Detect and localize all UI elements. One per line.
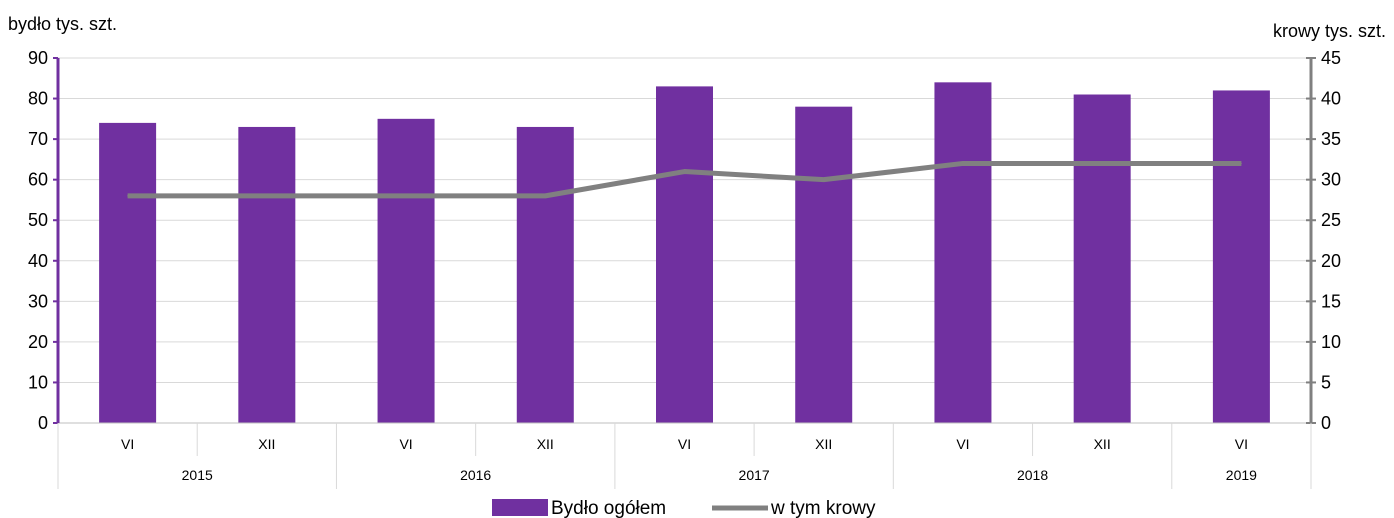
- bar: [377, 118, 435, 423]
- axes: [56, 58, 1313, 424]
- group-label: 2019: [1226, 467, 1257, 483]
- category-label: XII: [258, 436, 275, 452]
- line-point: [544, 195, 546, 197]
- left-axis-ticks: 0 10 20 30 40 50 60 70 80 90: [28, 48, 58, 433]
- bar: [934, 82, 992, 423]
- legend-swatch-bar: [492, 499, 548, 516]
- bar-series: [99, 82, 1270, 424]
- line-point: [1101, 162, 1103, 164]
- right-tick-label: 15: [1321, 291, 1341, 311]
- line-point: [823, 179, 825, 181]
- left-tick-label: 0: [38, 413, 48, 433]
- right-tick-label: 30: [1321, 170, 1341, 190]
- bar: [1212, 90, 1270, 423]
- left-tick-label: 50: [28, 210, 48, 230]
- right-tick-label: 25: [1321, 210, 1341, 230]
- line-point: [127, 195, 129, 197]
- left-tick-label: 60: [28, 170, 48, 190]
- bar: [238, 126, 296, 423]
- right-tick-label: 40: [1321, 89, 1341, 109]
- bar: [795, 106, 853, 424]
- bar: [656, 86, 713, 423]
- left-tick-label: 30: [28, 291, 48, 311]
- category-label: XII: [1094, 436, 1111, 452]
- category-label: XII: [537, 436, 554, 452]
- line-point: [405, 195, 407, 197]
- left-axis-label: bydło tys. szt.: [8, 14, 117, 34]
- group-label: 2016: [460, 467, 491, 483]
- category-label: VI: [956, 436, 969, 452]
- category-axis: VI XII VI XII VI XII VI XII VI 2015 2016 2017 2018 20…: [57, 423, 1312, 489]
- legend: Bydło ogółem w tym krowy: [492, 498, 876, 518]
- bar: [1073, 94, 1131, 423]
- right-tick-label: 20: [1321, 251, 1341, 271]
- line-point: [1240, 162, 1242, 164]
- right-axis-ticks: 0 5 10 15 20 25 30 35 40 45: [1306, 48, 1341, 433]
- right-tick-label: 10: [1321, 332, 1341, 352]
- line-point: [684, 171, 685, 173]
- right-axis-label: krowy tys. szt.: [1273, 21, 1386, 41]
- line-point: [962, 162, 964, 164]
- group-label: 2018: [1017, 467, 1048, 483]
- left-tick-label: 10: [28, 372, 48, 392]
- legend-label-bar: Bydło ogółem: [551, 498, 666, 518]
- category-label: XII: [815, 436, 832, 452]
- group-label: 2017: [739, 467, 770, 483]
- left-tick-label: 90: [28, 48, 48, 68]
- category-label: VI: [1235, 436, 1248, 452]
- bar: [516, 126, 574, 423]
- group-label: 2015: [182, 467, 213, 483]
- right-tick-label: 35: [1321, 129, 1341, 149]
- line-point: [266, 195, 268, 197]
- line-series: [127, 160, 1242, 199]
- legend-label-line: w tym krowy: [770, 498, 876, 518]
- right-tick-label: 45: [1321, 48, 1341, 68]
- left-tick-label: 40: [28, 251, 48, 271]
- category-label: VI: [121, 436, 134, 452]
- left-tick-label: 20: [28, 332, 48, 352]
- right-tick-label: 5: [1321, 372, 1331, 392]
- category-label: VI: [399, 436, 412, 452]
- bar: [99, 122, 157, 423]
- category-label: VI: [678, 436, 691, 452]
- right-tick-label: 0: [1321, 413, 1331, 433]
- left-tick-label: 80: [28, 89, 48, 109]
- left-tick-label: 70: [28, 129, 48, 149]
